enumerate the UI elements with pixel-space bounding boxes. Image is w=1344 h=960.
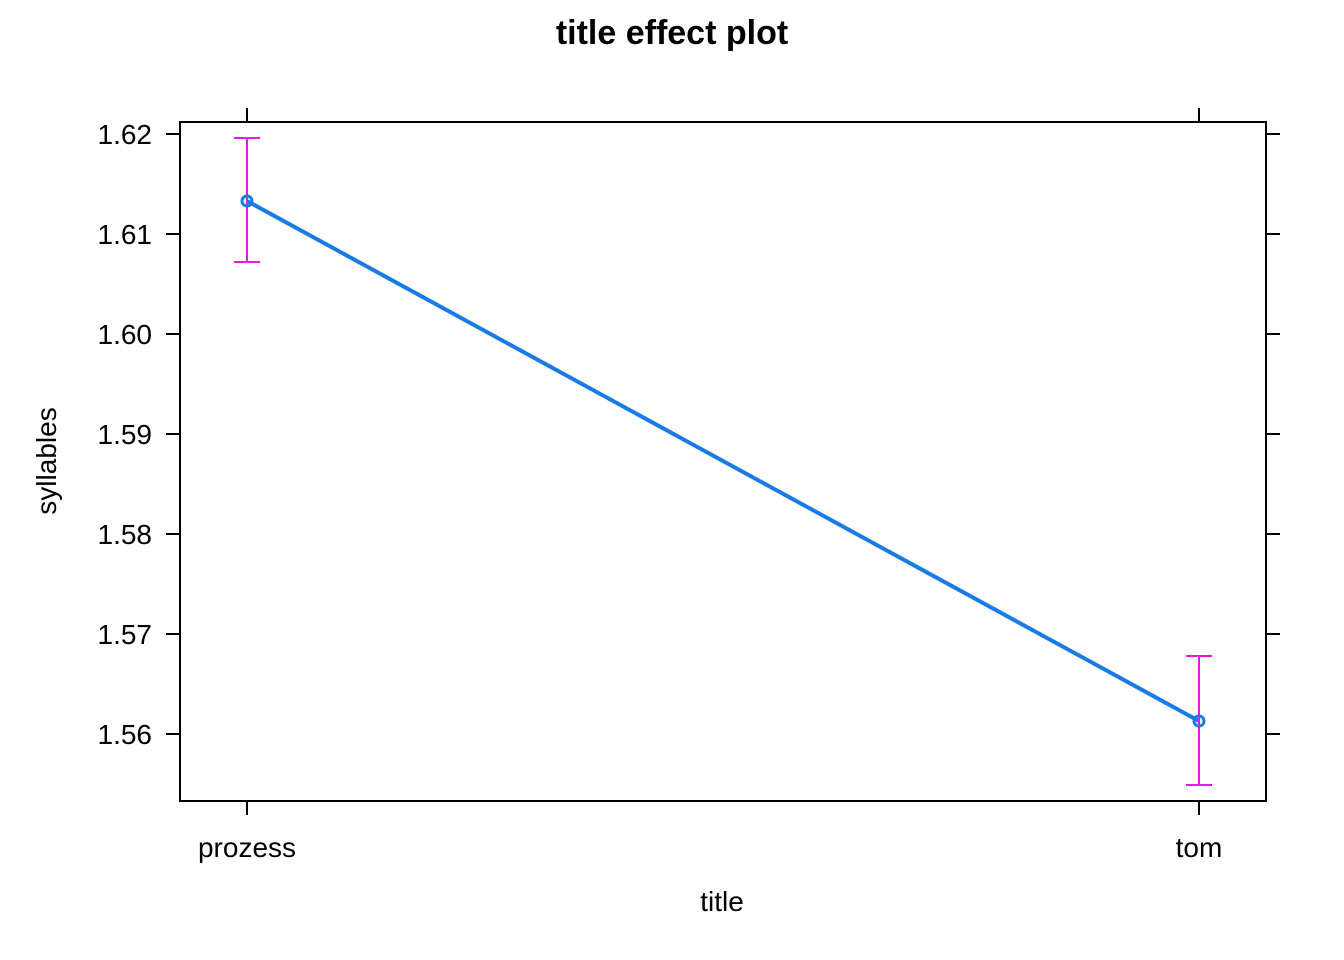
x-tick-label: tom <box>1176 832 1223 863</box>
y-axis-ticks: 1.56 1.57 1.58 1.59 1.60 1.61 1.62 <box>98 119 1280 750</box>
y-tick-label: 1.61 <box>98 219 153 250</box>
x-axis-label: title <box>700 886 744 917</box>
y-tick-label: 1.56 <box>98 719 153 750</box>
y-tick-label: 1.60 <box>98 319 153 350</box>
chart-title: title effect plot <box>556 14 788 52</box>
y-tick-label: 1.59 <box>98 419 153 450</box>
y-tick-label: 1.62 <box>98 119 153 150</box>
x-tick-label: prozess <box>198 832 296 863</box>
data-point <box>1192 714 1206 728</box>
plot-frame <box>179 121 1267 802</box>
series-marks <box>234 137 1212 786</box>
y-tick-label: 1.58 <box>98 519 153 550</box>
series-line <box>246 199 1200 723</box>
y-axis-label: syllables <box>31 407 62 514</box>
data-point <box>240 194 254 208</box>
y-tick-label: 1.57 <box>98 619 153 650</box>
x-axis-ticks: prozess tom <box>198 108 1222 863</box>
